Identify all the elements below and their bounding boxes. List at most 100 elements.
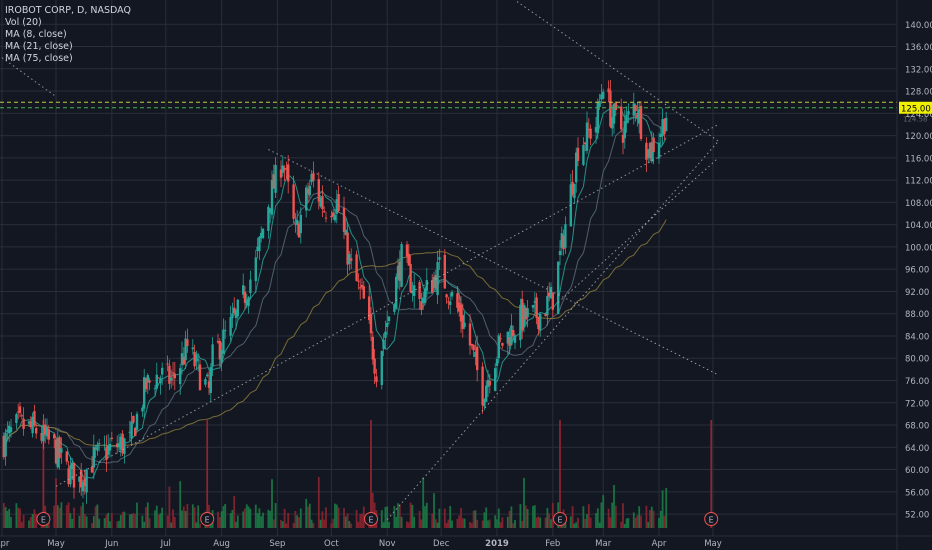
volume-bar [2,502,5,528]
volume-bar [550,519,552,528]
candle-body [369,313,373,334]
volume-bar [469,521,471,528]
candle-body [312,173,315,181]
y-tick-label: 52.00 [905,511,929,521]
earnings-marker [36,512,51,526]
candle-body [513,335,517,343]
volume-bar [577,517,579,528]
volume-bar [501,517,504,528]
candle-body [333,214,337,221]
volume-bar [218,516,221,528]
candle-body [141,407,144,412]
volume-bar [71,518,74,528]
volume-bar [443,508,446,528]
candle-body [18,406,22,413]
volume-bar [305,498,308,528]
candle-body [58,437,61,459]
candle-body [602,91,605,99]
candle-body [234,310,238,318]
legend-indicator-vol: Vol (20) [5,17,42,28]
volume-bar [384,506,387,528]
volume-bar [107,512,110,528]
volume-bar [395,516,398,528]
volume-bar [409,502,412,528]
volume-bar [346,513,349,528]
volume-bar [130,514,133,528]
earnings-marker [704,512,719,526]
candle-body [431,280,434,293]
candle-body [218,340,221,360]
volume-bar [458,515,461,528]
volume-bar [634,517,637,528]
volume-bar [584,518,587,528]
y-tick-label: 76.00 [905,377,929,387]
volume-bar [15,503,18,528]
volume-bar [418,510,421,528]
volume-bar [433,493,435,528]
candle-body [501,342,504,346]
volume-bar [463,518,466,528]
volume-bar [296,515,299,528]
candle-body [53,434,56,439]
volume-bar [20,521,23,528]
candle-body [450,292,454,297]
volume-bar [510,506,513,528]
volume-bar [620,521,623,528]
candle-body [434,275,437,289]
volume-bar [98,518,101,528]
candle-body [350,258,353,261]
candle-body [647,149,650,159]
volume-bar [611,502,614,528]
candle-body [627,111,630,115]
candle-body [584,142,587,145]
volume-bar [319,519,322,528]
volume-bar [28,520,30,528]
candle-body [128,431,131,433]
candle-body [173,373,176,379]
volume-bar [35,513,38,528]
candle-body [90,466,94,473]
volume-bar [4,507,7,528]
volume-bar [400,516,403,528]
volume-bar [386,506,389,528]
candle-body [283,168,286,171]
candle-body [98,443,101,445]
volume-bar [236,515,239,528]
volume-bar [55,478,57,528]
candle-body [621,134,625,143]
candle-body [519,304,522,341]
candle-body [40,433,43,441]
volume-bar [622,503,624,528]
candle-body [96,444,99,451]
volume-bar [537,516,540,528]
volume-bar [280,520,282,528]
candle-body [27,421,31,424]
candle-body [360,284,364,288]
candle-body [204,379,207,385]
candle-body [438,257,441,260]
volume-bar [424,506,426,528]
volume-bar [388,521,390,528]
candle-body [362,286,365,299]
volume-bar [334,503,336,528]
volume-bar [146,502,149,528]
volume-bar [31,513,34,528]
volume-bar [92,516,95,528]
candle-body [531,304,535,308]
y-tick-label: 72.00 [905,399,929,409]
candle-body [348,253,351,264]
volume-bar [499,522,502,528]
candle-body [387,316,391,322]
candle-body [373,358,376,374]
candle-body [197,359,200,361]
candle-body [499,338,502,340]
volume-bar [661,490,664,528]
candle-body [261,228,265,239]
candle-body [355,254,358,281]
candle-body [274,165,277,193]
candle-body [522,304,526,328]
volume-bar [647,522,650,528]
volume-bar [325,507,327,528]
